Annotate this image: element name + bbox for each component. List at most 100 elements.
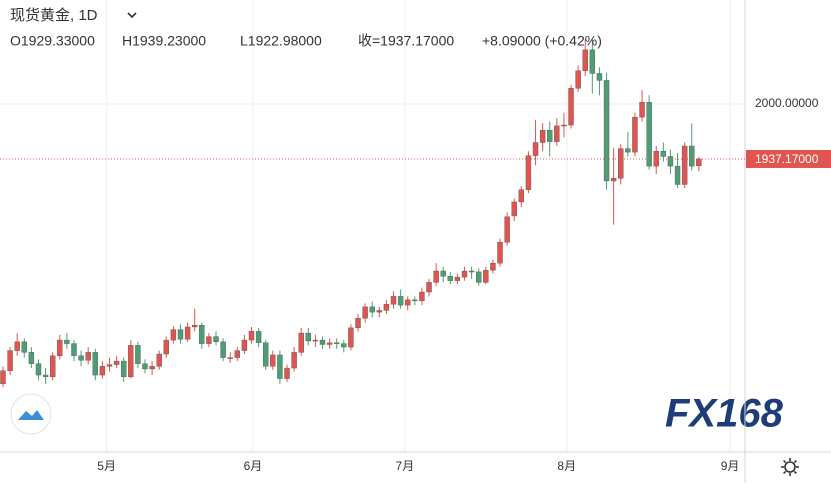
legend-value: O1929.33000: [10, 33, 95, 49]
last-price-label: 1937.17000: [755, 152, 819, 166]
candle-body: [92, 352, 98, 376]
candles: [0, 39, 702, 388]
candle-body: [156, 353, 162, 367]
x-tick-label: 6月: [244, 459, 263, 473]
candle-body: [440, 270, 446, 277]
gear-teeth[interactable]: [781, 458, 799, 476]
grid: [0, 0, 745, 452]
candle-body: [547, 130, 553, 142]
candle-body: [625, 148, 631, 153]
candle-body: [653, 151, 659, 167]
candle-body: [497, 241, 503, 264]
candle-body: [191, 325, 198, 328]
candle-body: [447, 276, 454, 281]
candle-body: [483, 269, 489, 283]
candle-body: [525, 155, 532, 190]
candle-body: [646, 102, 652, 167]
interval-dropdown[interactable]: [127, 12, 137, 19]
candle-body: [490, 262, 496, 271]
candle-body: [461, 270, 468, 278]
candle-body: [64, 339, 70, 344]
candle-body: [632, 116, 638, 153]
candle-body: [255, 331, 262, 343]
candle-body: [326, 342, 333, 345]
candle-body: [362, 306, 368, 319]
candle-body: [113, 360, 120, 365]
candle-body: [319, 339, 326, 345]
gear-ring[interactable]: [784, 461, 796, 473]
candle-body: [78, 355, 84, 361]
candle-body: [468, 270, 475, 273]
candle-body: [263, 342, 269, 367]
candle-body: [660, 151, 667, 157]
candle-body: [376, 310, 383, 313]
candle-body: [241, 339, 248, 351]
candle-body: [369, 306, 375, 313]
candle-body: [220, 341, 226, 358]
x-tick-label: 8月: [557, 459, 576, 473]
candle-body: [7, 350, 13, 371]
candle-body: [0, 370, 6, 385]
candle-body: [405, 299, 411, 306]
candle-body: [504, 216, 510, 243]
candle-body: [312, 339, 319, 342]
candle-body: [589, 49, 596, 74]
candle-body: [163, 339, 169, 355]
candle-body: [355, 318, 361, 329]
candle-body: [85, 352, 91, 361]
candle-body: [28, 352, 35, 364]
candle-body: [454, 276, 461, 281]
candle-body: [42, 374, 49, 378]
logo-button[interactable]: [10, 393, 52, 435]
settings-button[interactable]: [781, 458, 799, 476]
legend-value: 收=1937.17000: [358, 33, 454, 49]
candle-body: [511, 201, 517, 217]
candle-body: [539, 130, 546, 143]
candle-body: [554, 125, 560, 142]
x-tick-label: 7月: [396, 459, 415, 473]
candle-body: [596, 73, 603, 81]
candle-body: [284, 367, 290, 379]
candle-body: [610, 178, 617, 182]
candle-body: [476, 271, 482, 283]
candle-body: [341, 343, 347, 348]
legend-value: H1939.23000: [122, 33, 206, 49]
candle-body: [582, 49, 588, 72]
y-tick-label: 2000.00000: [755, 96, 819, 110]
watermark: FX168: [665, 392, 784, 436]
candle-body: [433, 270, 439, 283]
candle-body: [199, 325, 205, 344]
last-price-box: [746, 149, 831, 168]
candle-body: [419, 291, 425, 301]
candle-body: [270, 354, 276, 367]
candle-body: [305, 332, 312, 342]
candle-body: [227, 357, 233, 359]
candle-body: [348, 327, 354, 348]
candle-body: [696, 158, 702, 167]
candle-body: [234, 350, 241, 358]
candle-body: [568, 88, 574, 126]
candle-body: [120, 360, 127, 378]
candle-body: [426, 282, 432, 293]
logo-circle[interactable]: [10, 393, 52, 435]
candle-body: [177, 329, 184, 340]
candle-body: [248, 331, 255, 341]
candle-body: [518, 189, 525, 203]
candle-body: [149, 366, 155, 370]
candle-body: [71, 343, 77, 357]
candle-body: [184, 326, 191, 340]
candle-body: [99, 366, 106, 376]
candle-body: [57, 339, 63, 357]
candle-body: [14, 341, 20, 351]
candle-body: [681, 145, 688, 185]
chart-title[interactable]: 现货黄金, 1D: [10, 7, 98, 24]
logo-icon[interactable]: [18, 410, 44, 420]
candle-body: [674, 165, 681, 185]
candle-body: [532, 142, 539, 156]
candle-body: [206, 336, 212, 344]
candle-body: [21, 341, 27, 353]
candle-body: [35, 363, 42, 376]
candle-body: [561, 124, 567, 127]
